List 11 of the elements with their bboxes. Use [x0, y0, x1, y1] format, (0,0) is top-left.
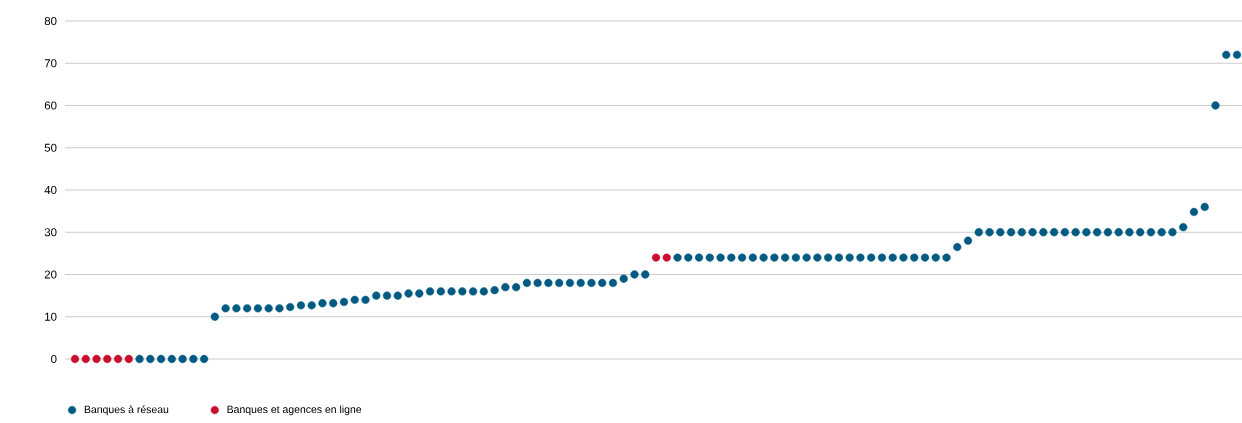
- y-tick-label: 40: [44, 185, 57, 195]
- y-tick-label: 70: [44, 59, 57, 68]
- y-tick-label: 60: [44, 101, 57, 110]
- legend-label: Banques à réseau: [84, 405, 169, 416]
- y-tick-label: 30: [44, 228, 57, 237]
- y-tick-label: 0: [51, 354, 57, 364]
- y-tick-label: 10: [45, 312, 57, 321]
- legend-label: Banques et agences en ligne: [227, 405, 362, 416]
- y-tick-label: 50: [44, 143, 57, 152]
- y-tick-label: 80: [44, 16, 57, 26]
- y-tick-label: 20: [44, 270, 57, 279]
